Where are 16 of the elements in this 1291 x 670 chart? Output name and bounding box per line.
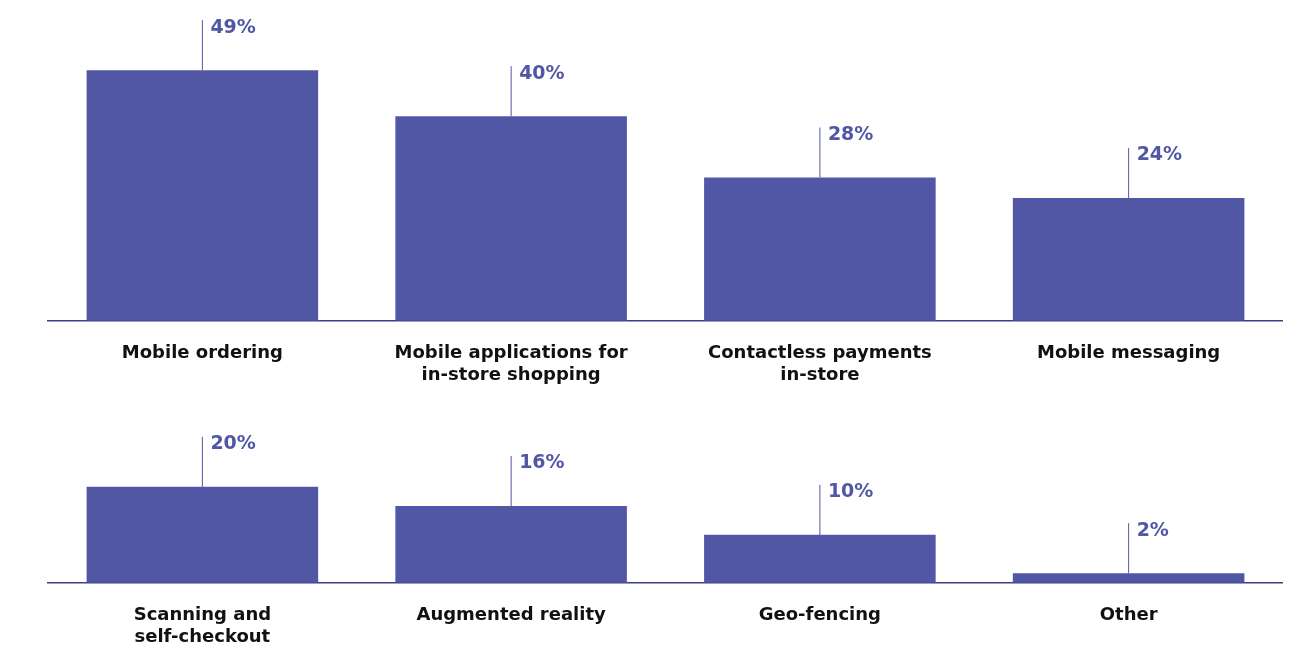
data-label: 2% xyxy=(1136,517,1169,540)
x-tick-label: Mobile messaging xyxy=(1036,341,1221,363)
data-label: 28% xyxy=(827,122,874,144)
x-tick-label: Mobile applications for in-store shopping xyxy=(394,341,628,384)
x-tick-label: Augmented reality xyxy=(416,603,607,625)
x-tick-label: Scanning and self-checkout xyxy=(133,603,272,646)
data-label: 10% xyxy=(827,479,874,502)
x-tick-label: Geo-fencing xyxy=(758,603,881,625)
x-tick-label: Mobile ordering xyxy=(121,341,283,363)
data-label: 49% xyxy=(210,14,256,37)
data-label: 40% xyxy=(519,60,565,83)
data-label: 16% xyxy=(519,450,565,473)
data-label: 24% xyxy=(1136,142,1183,165)
data-label: 20% xyxy=(210,431,256,454)
x-tick-label: Contactless payments in-store xyxy=(707,341,932,384)
x-tick-label: Other xyxy=(1099,603,1158,625)
